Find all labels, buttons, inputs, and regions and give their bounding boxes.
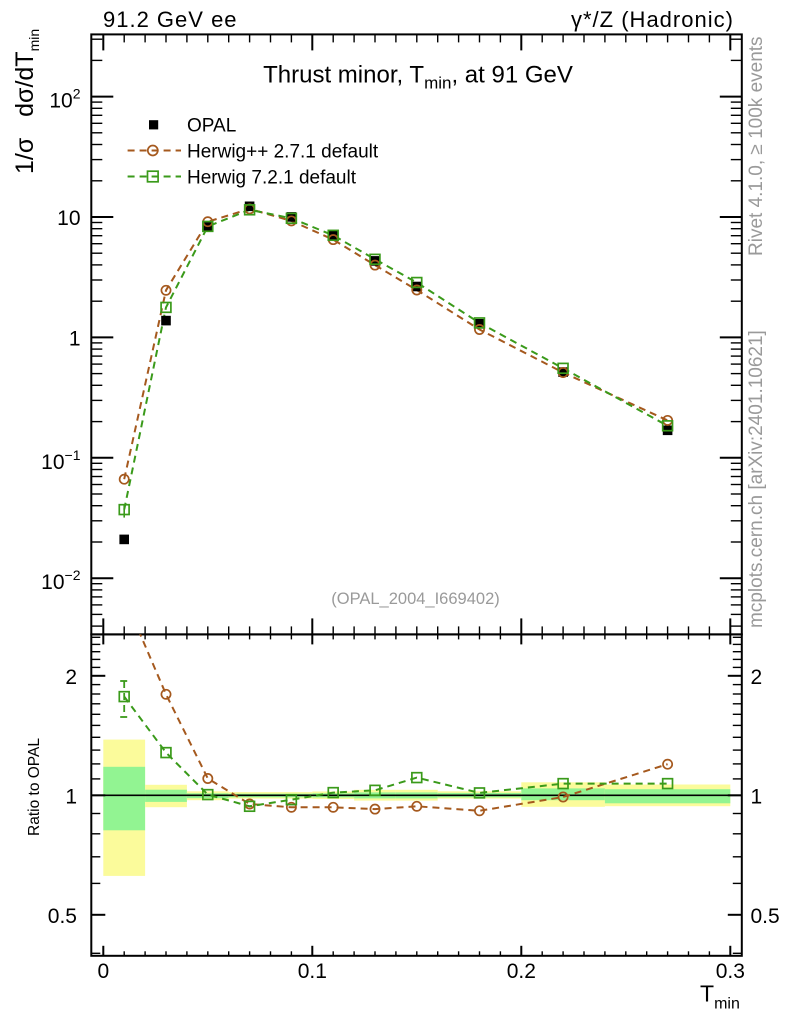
svg-text:Thrust minor, Tmin, at 91 GeV: Thrust minor, Tmin, at 91 GeV (263, 62, 573, 93)
svg-text:2: 2 (65, 666, 77, 689)
svg-text:1/σ dσ/dTmin: 1/σ dσ/dTmin (11, 29, 42, 174)
svg-text:Herwig 7.2.1 default: Herwig 7.2.1 default (187, 168, 357, 189)
svg-text:1: 1 (69, 327, 81, 350)
svg-text:1: 1 (65, 785, 77, 808)
svg-text:0.5: 0.5 (48, 905, 77, 928)
svg-text:γ*/Z (Hadronic): γ*/Z (Hadronic) (571, 7, 734, 32)
svg-text:OPAL: OPAL (187, 116, 236, 137)
svg-text:10: 10 (57, 207, 80, 230)
svg-text:Ratio to OPAL: Ratio to OPAL (26, 738, 43, 836)
svg-text:mcplots.cern.ch [arXiv:2401.10: mcplots.cern.ch [arXiv:2401.10621] (746, 330, 767, 628)
svg-text:0.5: 0.5 (751, 905, 780, 928)
svg-text:2: 2 (751, 666, 763, 689)
svg-text:Herwig++ 2.7.1 default: Herwig++ 2.7.1 default (187, 142, 379, 163)
svg-text:1: 1 (751, 785, 763, 808)
svg-text:0.1: 0.1 (298, 960, 327, 983)
svg-text:0: 0 (97, 960, 109, 983)
svg-text:Rivet 4.1.0, ≥ 100k events: Rivet 4.1.0, ≥ 100k events (746, 36, 767, 256)
svg-text:91.2 GeV ee: 91.2 GeV ee (103, 7, 238, 32)
svg-text:0.3: 0.3 (716, 960, 745, 983)
svg-text:0.2: 0.2 (507, 960, 536, 983)
svg-text:(OPAL_2004_I669402): (OPAL_2004_I669402) (331, 590, 500, 608)
